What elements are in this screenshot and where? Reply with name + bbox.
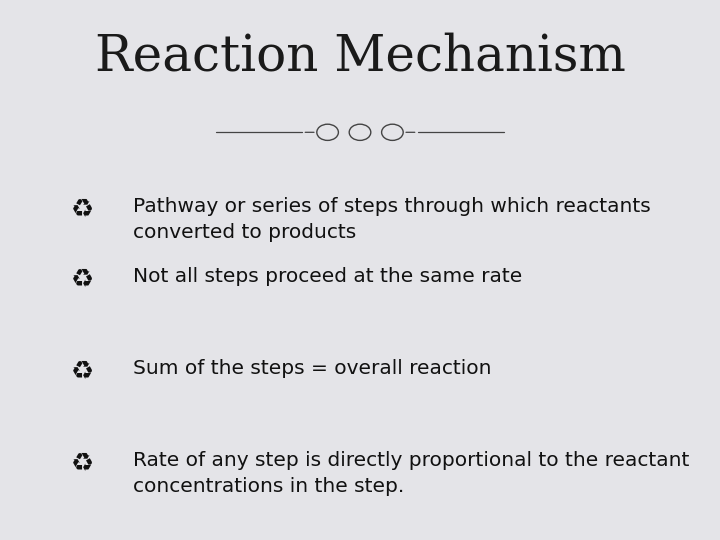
Text: Not all steps proceed at the same rate: Not all steps proceed at the same rate	[133, 267, 523, 286]
Text: Rate of any step is directly proportional to the reactant
concentrations in the : Rate of any step is directly proportiona…	[133, 451, 690, 496]
Text: ♻: ♻	[71, 451, 94, 477]
Text: Sum of the steps = overall reaction: Sum of the steps = overall reaction	[133, 359, 492, 378]
Text: ♻: ♻	[71, 267, 94, 293]
Text: ♻: ♻	[71, 197, 94, 223]
Text: ♻: ♻	[71, 359, 94, 385]
Text: Pathway or series of steps through which reactants
converted to products: Pathway or series of steps through which…	[133, 197, 651, 242]
Text: Reaction Mechanism: Reaction Mechanism	[94, 32, 626, 82]
